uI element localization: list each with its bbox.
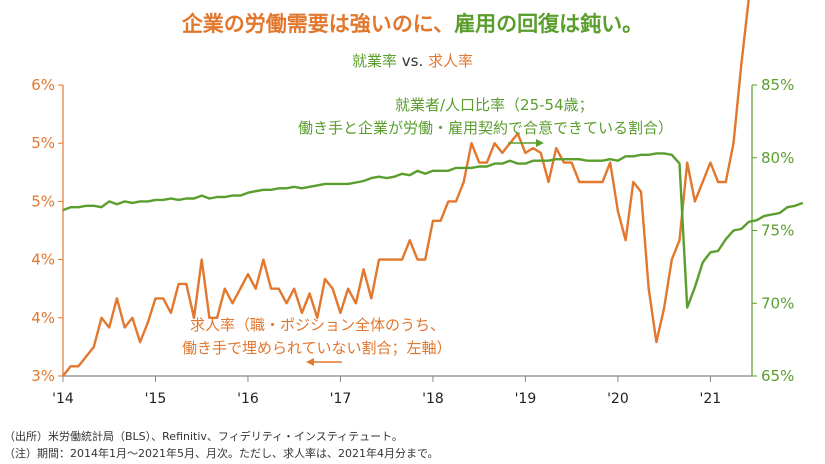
y-right-tick-label: 75% xyxy=(761,222,794,240)
y-right-tick-label: 85% xyxy=(761,76,794,94)
y-left-tick-label: 5% xyxy=(31,192,55,210)
annotation-employment-line2: 働き手と企業が労働・雇用契約で合意できている割合） xyxy=(298,119,673,137)
series-line-employment xyxy=(62,152,804,309)
x-tick-label: '19 xyxy=(515,391,537,407)
x-tick-label: '20 xyxy=(607,391,629,407)
chart-title: 企業の労働需要は強いのに、雇用の回復は鈍い。 xyxy=(0,8,825,38)
annotation-employment-arrowhead xyxy=(536,139,544,147)
y-right-tick-label: 80% xyxy=(761,149,794,167)
x-tick-label: '14 xyxy=(52,391,74,407)
footnote-source: （出所）米労働統計局（BLS）、Refinitiv、フィデリティ・インスティテュ… xyxy=(4,430,403,443)
series-line-openings xyxy=(62,0,750,377)
y-left-tick-label: 4% xyxy=(31,251,55,269)
subtitle-employment: 就業率 xyxy=(351,52,397,70)
x-tick-label: '18 xyxy=(422,391,444,407)
subtitle-openings: 求人率 xyxy=(428,52,474,70)
y-right-tick-label: 70% xyxy=(761,294,794,312)
title-part-connector: のに、 xyxy=(391,12,455,36)
annotation-openings-line1: 求人率（職・ポジション全体のうち、 xyxy=(190,316,445,334)
x-tick-label: '16 xyxy=(237,391,259,407)
y-right-tick-label: 65% xyxy=(761,367,794,385)
annotation-employment-line1: 就業者/人口比率（25-54歳； xyxy=(395,96,594,114)
y-left-tick-label: 5% xyxy=(31,134,55,152)
chart-subtitle: 就業率 vs. 求人率 xyxy=(0,50,825,71)
y-left-tick-label: 6% xyxy=(31,76,55,94)
y-left-tick-label: 3% xyxy=(31,367,55,385)
y-left-tick-label: 4% xyxy=(31,309,55,327)
title-part-demand: 企業の労働需要は強い xyxy=(181,12,392,36)
x-tick-label: '21 xyxy=(700,391,722,407)
annotation-openings-line2: 働き手で埋められていない割合；左軸） xyxy=(182,339,452,357)
x-tick-label: '17 xyxy=(330,391,352,407)
footnote-note: （注）期間：2014年1月～2021年5月、月次。ただし、求人率は、2021年4… xyxy=(4,447,439,460)
annotation-openings-arrowhead xyxy=(306,358,314,366)
x-tick-label: '15 xyxy=(145,391,167,407)
title-part-employment: 雇用の回復は鈍い。 xyxy=(454,12,644,36)
subtitle-vs: vs. xyxy=(397,52,428,70)
